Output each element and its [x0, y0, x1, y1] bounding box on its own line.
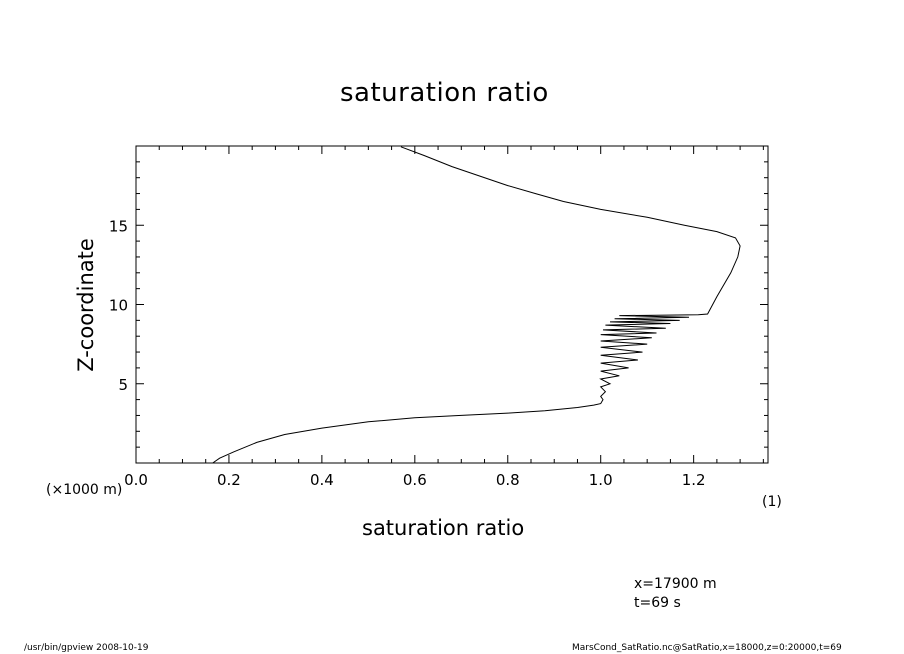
- x-tick-label: 1.2: [682, 471, 706, 489]
- x-tick-label: 0.0: [124, 471, 148, 489]
- x-tick-label: 0.6: [403, 471, 427, 489]
- series-line-saturation-ratio: [212, 146, 741, 464]
- x-tick-label: 1.0: [589, 471, 613, 489]
- footer-program-date: /usr/bin/gpview 2008-10-19: [24, 643, 149, 653]
- x-unit-label: (1): [762, 494, 782, 510]
- x-axis-label: saturation ratio: [362, 516, 525, 540]
- y-unit-label: (×1000 m): [46, 482, 123, 498]
- y-axis-label: Z-coordinate: [74, 238, 98, 372]
- y-tick-label: 15: [109, 217, 128, 235]
- time-info: t=69 s: [634, 595, 681, 611]
- footer-data-source: MarsCond_SatRatio.nc@SatRatio,x=18000,z=…: [572, 643, 842, 653]
- chart-title: saturation ratio: [340, 78, 549, 108]
- x-tick-labels: 0.0 0.2 0.4 0.6 0.8 1.0 1.2: [124, 471, 706, 489]
- y-tick-marks: [136, 161, 768, 448]
- y-tick-labels: 5 10 15: [109, 217, 128, 394]
- y-tick-label: 5: [118, 376, 128, 394]
- x-tick-label: 0.4: [310, 471, 334, 489]
- x-position-info: x=17900 m: [634, 576, 717, 592]
- x-tick-marks: [135, 146, 764, 463]
- x-tick-label: 0.2: [217, 471, 241, 489]
- y-tick-label: 10: [109, 297, 128, 315]
- x-tick-label: 0.8: [496, 471, 520, 489]
